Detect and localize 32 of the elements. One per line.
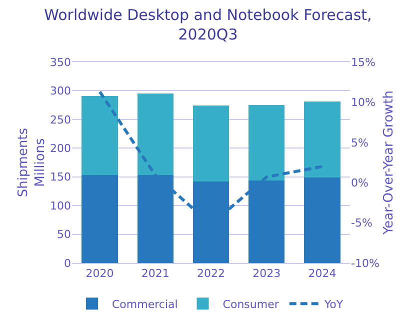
bar xyxy=(82,96,118,176)
y-tick-label: 0 xyxy=(64,256,71,270)
y-tick-label: 350 xyxy=(50,56,71,69)
bar xyxy=(304,177,340,263)
legend-label: Commercial xyxy=(112,298,178,311)
y2-tick-label: 15% xyxy=(351,56,376,69)
y-tick-label: 100 xyxy=(50,199,71,212)
y-tick-label: 250 xyxy=(50,113,71,126)
y2-tick-label: 10% xyxy=(351,96,376,110)
chart-title: Worldwide Desktop and Notebook Forecast, 2020Q3 xyxy=(44,6,372,44)
y2-tick-label: -10% xyxy=(351,256,380,270)
bar xyxy=(248,105,285,180)
legend-label: Consumer xyxy=(222,298,280,311)
y2-tick-label: 0% xyxy=(351,176,368,190)
x-tick-label: 2022 xyxy=(197,267,225,280)
bar xyxy=(137,94,174,176)
x-tick-label: 2020 xyxy=(86,267,114,280)
y-tick-label: 50 xyxy=(57,228,71,242)
y2-tick-label: 5% xyxy=(351,136,368,150)
x-tick-label: 2021 xyxy=(141,267,170,280)
y2-tick-label: -5% xyxy=(351,216,372,230)
y-tick-label: 200 xyxy=(50,142,71,155)
y2-axis-title: Year-Over-Year Growth xyxy=(382,90,396,236)
y-tick-label: 150 xyxy=(50,170,71,184)
legend-label: YoY xyxy=(323,298,344,311)
bar xyxy=(304,102,340,178)
x-tick-label: 2024 xyxy=(308,267,336,280)
bar xyxy=(82,175,118,263)
x-tick-label: 2023 xyxy=(252,267,281,280)
y-tick-label: 300 xyxy=(50,84,71,98)
y-axis-title: Shipments Millions xyxy=(16,128,48,198)
bar xyxy=(192,106,230,182)
